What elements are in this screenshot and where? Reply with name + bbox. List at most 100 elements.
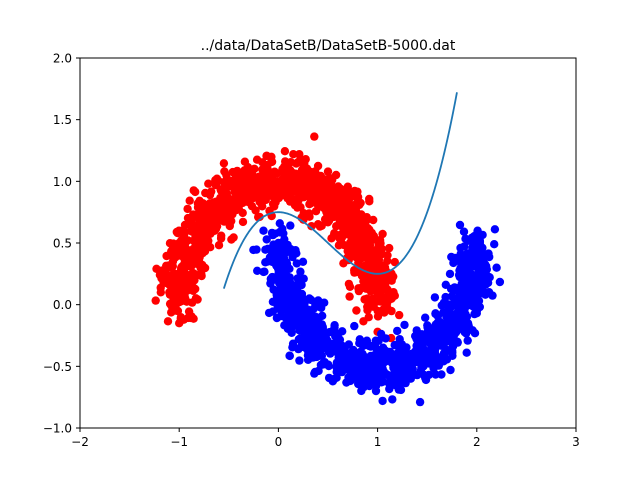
data-point [219,199,228,208]
data-point [335,350,345,359]
data-point [251,206,260,215]
data-point [354,245,364,254]
data-point [433,311,443,321]
data-point [366,286,375,296]
data-point [228,210,237,219]
data-point [456,263,465,273]
data-point [390,257,399,267]
data-point [379,280,388,289]
data-point [282,283,291,292]
data-point [198,247,208,256]
data-point [202,205,212,214]
data-point [280,321,289,330]
data-point [374,296,383,306]
data-point [260,267,269,276]
data-point [172,286,181,295]
data-point [395,310,404,320]
data-point [475,283,484,292]
data-point [386,356,395,366]
data-point [310,333,319,342]
data-point [285,169,294,178]
data-point [280,147,290,156]
data-point [165,288,174,297]
data-point [446,365,455,375]
data-point [415,397,425,407]
data-point [323,167,333,176]
data-point [263,257,272,266]
data-point [238,172,247,182]
data-point [162,251,171,261]
series-red-points [151,132,404,343]
data-point [276,297,285,306]
data-point [190,244,199,253]
data-point [465,255,474,264]
data-point [376,329,386,339]
data-point [165,277,174,286]
data-point [293,274,302,283]
data-point [280,271,289,281]
data-point [181,269,190,279]
data-point [295,309,304,319]
data-point [306,180,316,189]
data-point [268,199,278,209]
data-point [267,228,277,238]
data-point [180,290,189,300]
data-point [254,192,263,201]
data-point [290,287,299,297]
data-point [354,223,364,232]
data-point [303,319,313,328]
data-point [373,362,382,371]
data-point [362,263,371,272]
data-point [442,334,451,343]
data-point [359,360,368,369]
data-point [450,253,460,263]
data-point [316,196,326,205]
data-point [159,277,168,286]
data-point [484,249,493,258]
data-point [171,301,180,310]
data-point [469,278,478,287]
data-point [330,229,339,238]
data-point [310,298,320,307]
data-point [216,234,226,243]
data-point [268,307,278,316]
data-point [332,373,341,382]
data-point [310,132,319,141]
data-point [373,255,382,264]
data-point [378,396,387,406]
data-point [390,291,399,300]
data-point [247,183,257,192]
y-tick-label: 0.0 [53,298,72,312]
data-point [296,203,305,212]
data-point [183,313,193,323]
data-point [219,159,229,168]
data-point [404,368,414,377]
data-point [330,345,339,354]
y-tick-label: 2.0 [53,52,72,66]
data-point [483,272,492,281]
data-point [394,378,403,387]
data-point [186,284,195,294]
data-point [451,310,460,320]
y-tick-label: 0.5 [53,237,72,251]
data-point [175,238,184,248]
data-point [490,240,499,249]
data-point [369,302,378,311]
data-point [249,245,258,255]
data-point [472,238,481,248]
data-point [304,325,313,334]
data-point [183,236,193,245]
data-point [318,329,327,338]
data-point [222,170,231,179]
data-point [272,313,282,323]
data-point [298,257,308,266]
data-point [331,170,341,180]
data-point [433,331,442,341]
x-tick-label: −1 [170,435,188,449]
data-point [291,302,300,311]
data-point [337,233,347,242]
data-point [288,252,297,262]
data-point [344,364,353,373]
y-axis: −1.0 −0.5 0.0 0.5 1.0 1.5 2.0 [43,52,80,436]
